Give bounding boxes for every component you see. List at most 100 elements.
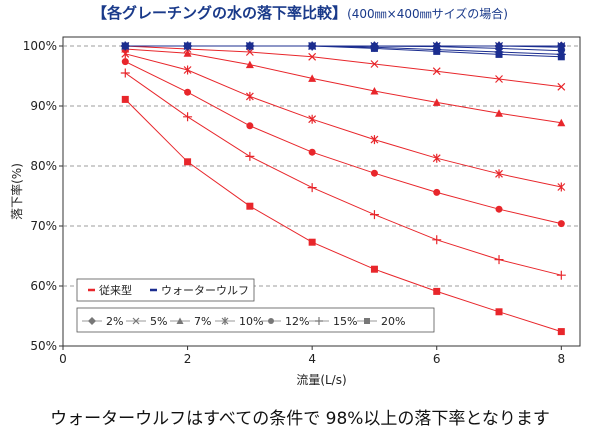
marker-circle — [121, 58, 129, 66]
marker-star — [308, 114, 317, 124]
legend-slope-marker — [364, 318, 370, 324]
legend-slope-marker — [221, 317, 229, 325]
marker-circle — [495, 205, 503, 213]
legend-slopes: 2% 5% 7% 10% 12% 15% 20% — [76, 307, 435, 333]
data-point — [557, 118, 566, 127]
y-tick-label: 50% — [30, 339, 57, 353]
data-point — [370, 169, 378, 177]
data-point — [307, 183, 317, 193]
marker-square — [246, 202, 254, 210]
marker-star — [432, 153, 441, 163]
marker-circle — [246, 122, 254, 130]
marker-square — [495, 308, 503, 316]
legend-slope-marker — [176, 317, 184, 324]
legend-slope-label: 12% — [285, 315, 309, 328]
marker-circle — [557, 220, 565, 228]
marker-square — [121, 95, 129, 103]
marker-plus — [369, 210, 379, 220]
chart-subtitle: (400㎜×400㎜サイズの場合) — [347, 7, 508, 21]
data-point — [183, 112, 193, 122]
series-line — [125, 48, 562, 124]
marker-circle — [184, 88, 192, 96]
marker-circle — [433, 188, 441, 196]
marker-plus — [307, 183, 317, 193]
marker-star — [121, 49, 130, 59]
marker-plus — [183, 112, 193, 122]
marker-square — [557, 328, 565, 336]
data-point — [433, 47, 441, 55]
marker-square — [246, 42, 254, 50]
series-wolf-20pct — [121, 42, 565, 61]
data-point — [245, 48, 254, 56]
data-point — [557, 82, 566, 91]
marker-plus — [245, 151, 255, 161]
marker-x — [495, 75, 503, 83]
marker-square — [184, 42, 192, 50]
data-point — [557, 328, 565, 336]
series-line — [125, 53, 562, 188]
marker-square — [308, 42, 316, 50]
x-tick-label: 4 — [308, 352, 316, 366]
series-line — [124, 99, 562, 333]
data-point — [433, 287, 441, 295]
data-point — [308, 52, 317, 61]
legend-slope-marker — [88, 317, 96, 325]
marker-star — [495, 169, 503, 179]
marker-plus — [556, 270, 566, 280]
chart-title: 【各グレーチングの水の落下率比較】(400㎜×400㎜サイズの場合) — [0, 2, 600, 23]
x-axis-label: 流量(L/s) — [296, 373, 346, 387]
data-point — [370, 265, 378, 273]
data-point — [557, 53, 565, 61]
data-point — [495, 169, 503, 179]
data-point — [432, 67, 441, 76]
marker-square — [121, 42, 129, 50]
data-point — [246, 202, 254, 210]
marker-plus — [315, 317, 323, 325]
y-tick-label: 90% — [30, 99, 57, 113]
data-point — [120, 68, 130, 78]
marker-square — [495, 50, 503, 58]
data-point — [121, 49, 130, 59]
data-point — [121, 42, 129, 50]
marker-x — [432, 67, 441, 76]
data-point — [183, 65, 192, 75]
series-standard-12pct — [121, 58, 565, 228]
data-point — [495, 109, 504, 117]
data-point — [495, 75, 503, 83]
data-point — [370, 44, 378, 52]
x-tick-label: 8 — [557, 352, 565, 366]
data-point — [308, 74, 317, 82]
data-point — [245, 151, 255, 161]
x-tick-label: 2 — [184, 352, 192, 366]
marker-plus — [494, 255, 504, 265]
marker-square — [433, 287, 441, 295]
y-tick-label: 80% — [30, 159, 57, 173]
data-point — [121, 95, 129, 103]
series-standard-10pct — [121, 49, 566, 192]
legend-slope-label: 20% — [381, 315, 405, 328]
marker-star — [183, 65, 192, 75]
data-point — [308, 238, 316, 246]
legend-slope-marker — [315, 317, 323, 325]
legend-slope-label: 5% — [150, 315, 167, 328]
series-standard-7pct — [121, 45, 566, 127]
data-point — [369, 210, 379, 220]
data-point — [184, 158, 192, 166]
data-point — [494, 255, 504, 265]
y-tick-label: 60% — [30, 279, 57, 293]
marker-star — [245, 91, 254, 101]
data-point — [308, 148, 316, 156]
data-point — [370, 60, 379, 68]
marker-triangle — [245, 60, 254, 69]
data-point — [557, 220, 565, 228]
y-tick-label: 70% — [30, 219, 57, 233]
data-point — [121, 58, 129, 66]
legend-slope-label: 15% — [333, 315, 357, 328]
data-point — [495, 205, 503, 213]
marker-triangle — [557, 118, 566, 127]
marker-circle — [308, 148, 316, 156]
data-point — [246, 42, 254, 50]
y-axis-label: 落下率(%) — [9, 163, 24, 220]
series-line — [125, 45, 562, 58]
marker-plus — [432, 235, 442, 245]
